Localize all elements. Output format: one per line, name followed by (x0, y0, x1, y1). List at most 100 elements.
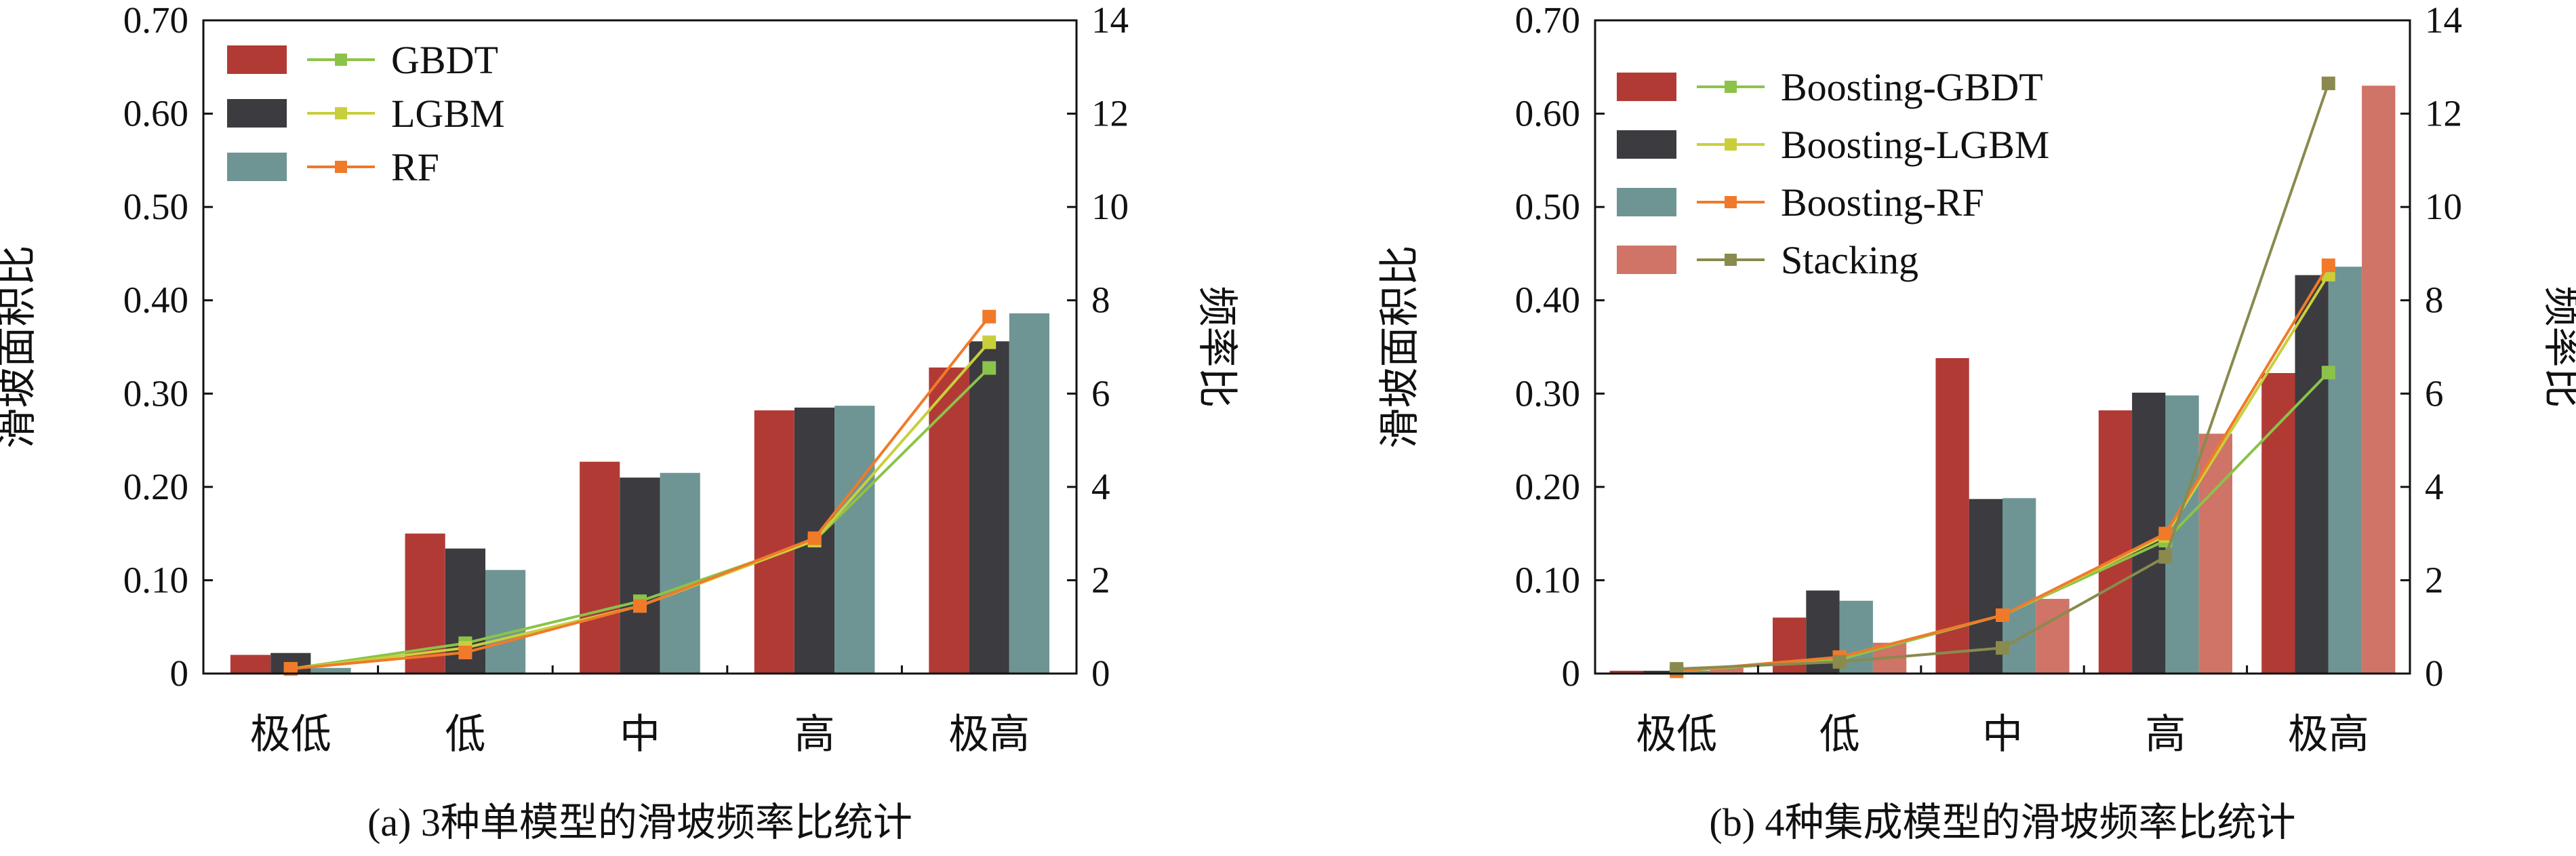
x-tick-label: 高 (794, 712, 835, 757)
point-Stacking-极高 (2321, 76, 2335, 90)
bar-RF-中 (660, 473, 700, 674)
bar-GBDT-极高 (929, 367, 969, 674)
y2-tick-label: 4 (2425, 466, 2444, 507)
y2-tick-label: 6 (2425, 372, 2444, 414)
bar-Boosting-GBDT-极低 (1609, 670, 1643, 674)
y-tick-label: 0.50 (123, 186, 188, 227)
legend-swatch-Boosting-RF (1617, 188, 1676, 216)
legend-swatch-Boosting-LGBM (1617, 130, 1676, 159)
bar-LGBM-中 (620, 478, 660, 674)
chart-title: (a) 3种单模型的滑坡频率比统计 (367, 800, 912, 844)
legend-swatch-GBDT (227, 45, 287, 74)
legend-swatch-Stacking (1617, 246, 1676, 274)
y-tick-label: 0.60 (1515, 93, 1580, 134)
x-tick-label: 低 (1819, 712, 1860, 757)
legend-marker-RF (335, 161, 347, 173)
bar-RF-低 (485, 570, 526, 674)
bar-RF-高 (834, 406, 875, 674)
legend-label: Boosting-RF (1781, 180, 1984, 225)
x-tick-label: 中 (1982, 712, 2023, 757)
y2-tick-label: 14 (1091, 0, 1129, 41)
y-axis-label: 滑坡面积比 (0, 246, 39, 449)
legend-marker-Boosting-GBDT (1725, 81, 1737, 93)
y-tick-label: 0.50 (1515, 186, 1580, 227)
y-tick-label: 0.40 (1515, 279, 1580, 321)
point-RF-极低 (283, 662, 298, 676)
chart-panel-a: 0 0.10 0.20 0.30 0.40 0.50 0.60 0.70 0 2 4 6 8 10 12 14… (0, 0, 1239, 844)
point-Stacking-极低 (1670, 662, 1684, 676)
y2-tick-label: 2 (1091, 559, 1110, 600)
legend-label: LGBM (391, 92, 505, 136)
bar-Stacking-极高 (2362, 85, 2396, 674)
y2-tick-label: 2 (2425, 559, 2444, 600)
point-Stacking-中 (1996, 641, 2009, 655)
legend: GBDT LGBM RF (227, 38, 505, 189)
x-tick-label: 极高 (948, 712, 1030, 757)
legend-swatch-Boosting-GBDT (1617, 73, 1676, 101)
y2-tick-label: 0 (2425, 653, 2444, 694)
point-RF-低 (458, 646, 472, 659)
legend-swatch-LGBM (227, 99, 287, 128)
y2-tick-label: 8 (1091, 279, 1110, 321)
legend-marker-LGBM (335, 107, 347, 119)
y2-tick-label: 12 (1091, 93, 1129, 134)
y-tick-label: 0.30 (123, 372, 188, 414)
y2-tick-label: 12 (2425, 93, 2462, 134)
point-Boosting-GBDT-极高 (2321, 366, 2335, 380)
y-tick-label: 0.70 (1515, 0, 1580, 41)
y-tick-label: 0.20 (1515, 466, 1580, 507)
legend-label: Stacking (1781, 238, 1918, 282)
x-tick-label: 低 (445, 712, 485, 757)
legend-marker-Boosting-RF (1725, 196, 1737, 208)
x-tick-label: 极低 (1636, 712, 1717, 757)
bar-GBDT-高 (754, 410, 794, 674)
legend-marker-Stacking (1725, 254, 1737, 266)
x-tick-label: 极高 (2288, 712, 2369, 757)
legend-marker-GBDT (335, 54, 347, 66)
point-Boosting-RF-高 (2158, 526, 2173, 541)
y2-tick-label: 6 (1091, 372, 1110, 414)
y2-axis-label: 频率比 (2540, 286, 2576, 408)
x-tick-label: 极低 (250, 712, 331, 757)
y-tick-label: 0.70 (123, 0, 188, 41)
legend: Boosting-GBDT Boosting-LGBM Boosting-RF Sta… (1617, 65, 2049, 282)
y-tick-label: 0 (170, 653, 189, 694)
y2-tick-label: 8 (2425, 279, 2444, 321)
y-axis-label: 滑坡面积比 (1377, 246, 1422, 449)
plot-frame (202, 19, 1078, 675)
legend-label: Boosting-GBDT (1781, 65, 2043, 109)
point-RF-极高 (982, 309, 997, 324)
point-RF-高 (807, 531, 822, 545)
chart-title: (b) 4种集成模型的滑坡频率比统计 (1709, 800, 2295, 844)
bar-RF-极高 (1009, 313, 1049, 674)
y2-tick-label: 10 (1091, 186, 1129, 227)
legend-label: RF (391, 145, 439, 189)
y2-axis-label: 频率比 (1194, 286, 1239, 408)
y2-tick-label: 14 (2425, 0, 2462, 41)
bar-Boosting-GBDT-高 (2098, 410, 2133, 674)
bar-Boosting-RF-极高 (2328, 267, 2362, 674)
point-GBDT-极高 (982, 361, 997, 375)
y2-tick-label: 0 (1091, 653, 1110, 694)
bar-Stacking-中 (2036, 598, 2070, 674)
bar-Boosting-GBDT-中 (1935, 358, 1969, 674)
point-Stacking-低 (1832, 655, 1847, 669)
legend-label: GBDT (391, 38, 498, 82)
bar-Boosting-GBDT-极高 (2261, 373, 2295, 674)
point-LGBM-极高 (982, 335, 997, 349)
point-Boosting-RF-中 (1996, 608, 2009, 622)
bar-Stacking-极低 (1710, 667, 1744, 674)
chart-panel-b: 0 0.10 0.20 0.30 0.40 0.50 0.60 0.70 0 2 4 6 8 10 12 14… (1377, 0, 2576, 844)
bar-Boosting-RF-极低 (1676, 670, 1710, 674)
y-tick-label: 0.10 (1515, 559, 1580, 600)
y-tick-label: 0.10 (123, 559, 188, 600)
y2-tick-label: 4 (1091, 466, 1110, 507)
point-RF-中 (633, 599, 647, 613)
bar-GBDT-极低 (230, 655, 271, 674)
x-tick-label: 中 (620, 712, 660, 757)
legend-label: Boosting-LGBM (1781, 123, 2049, 167)
bar-RF-极低 (310, 667, 351, 674)
bar-GBDT-中 (580, 461, 620, 674)
bar-Boosting-LGBM-极高 (2295, 275, 2329, 674)
